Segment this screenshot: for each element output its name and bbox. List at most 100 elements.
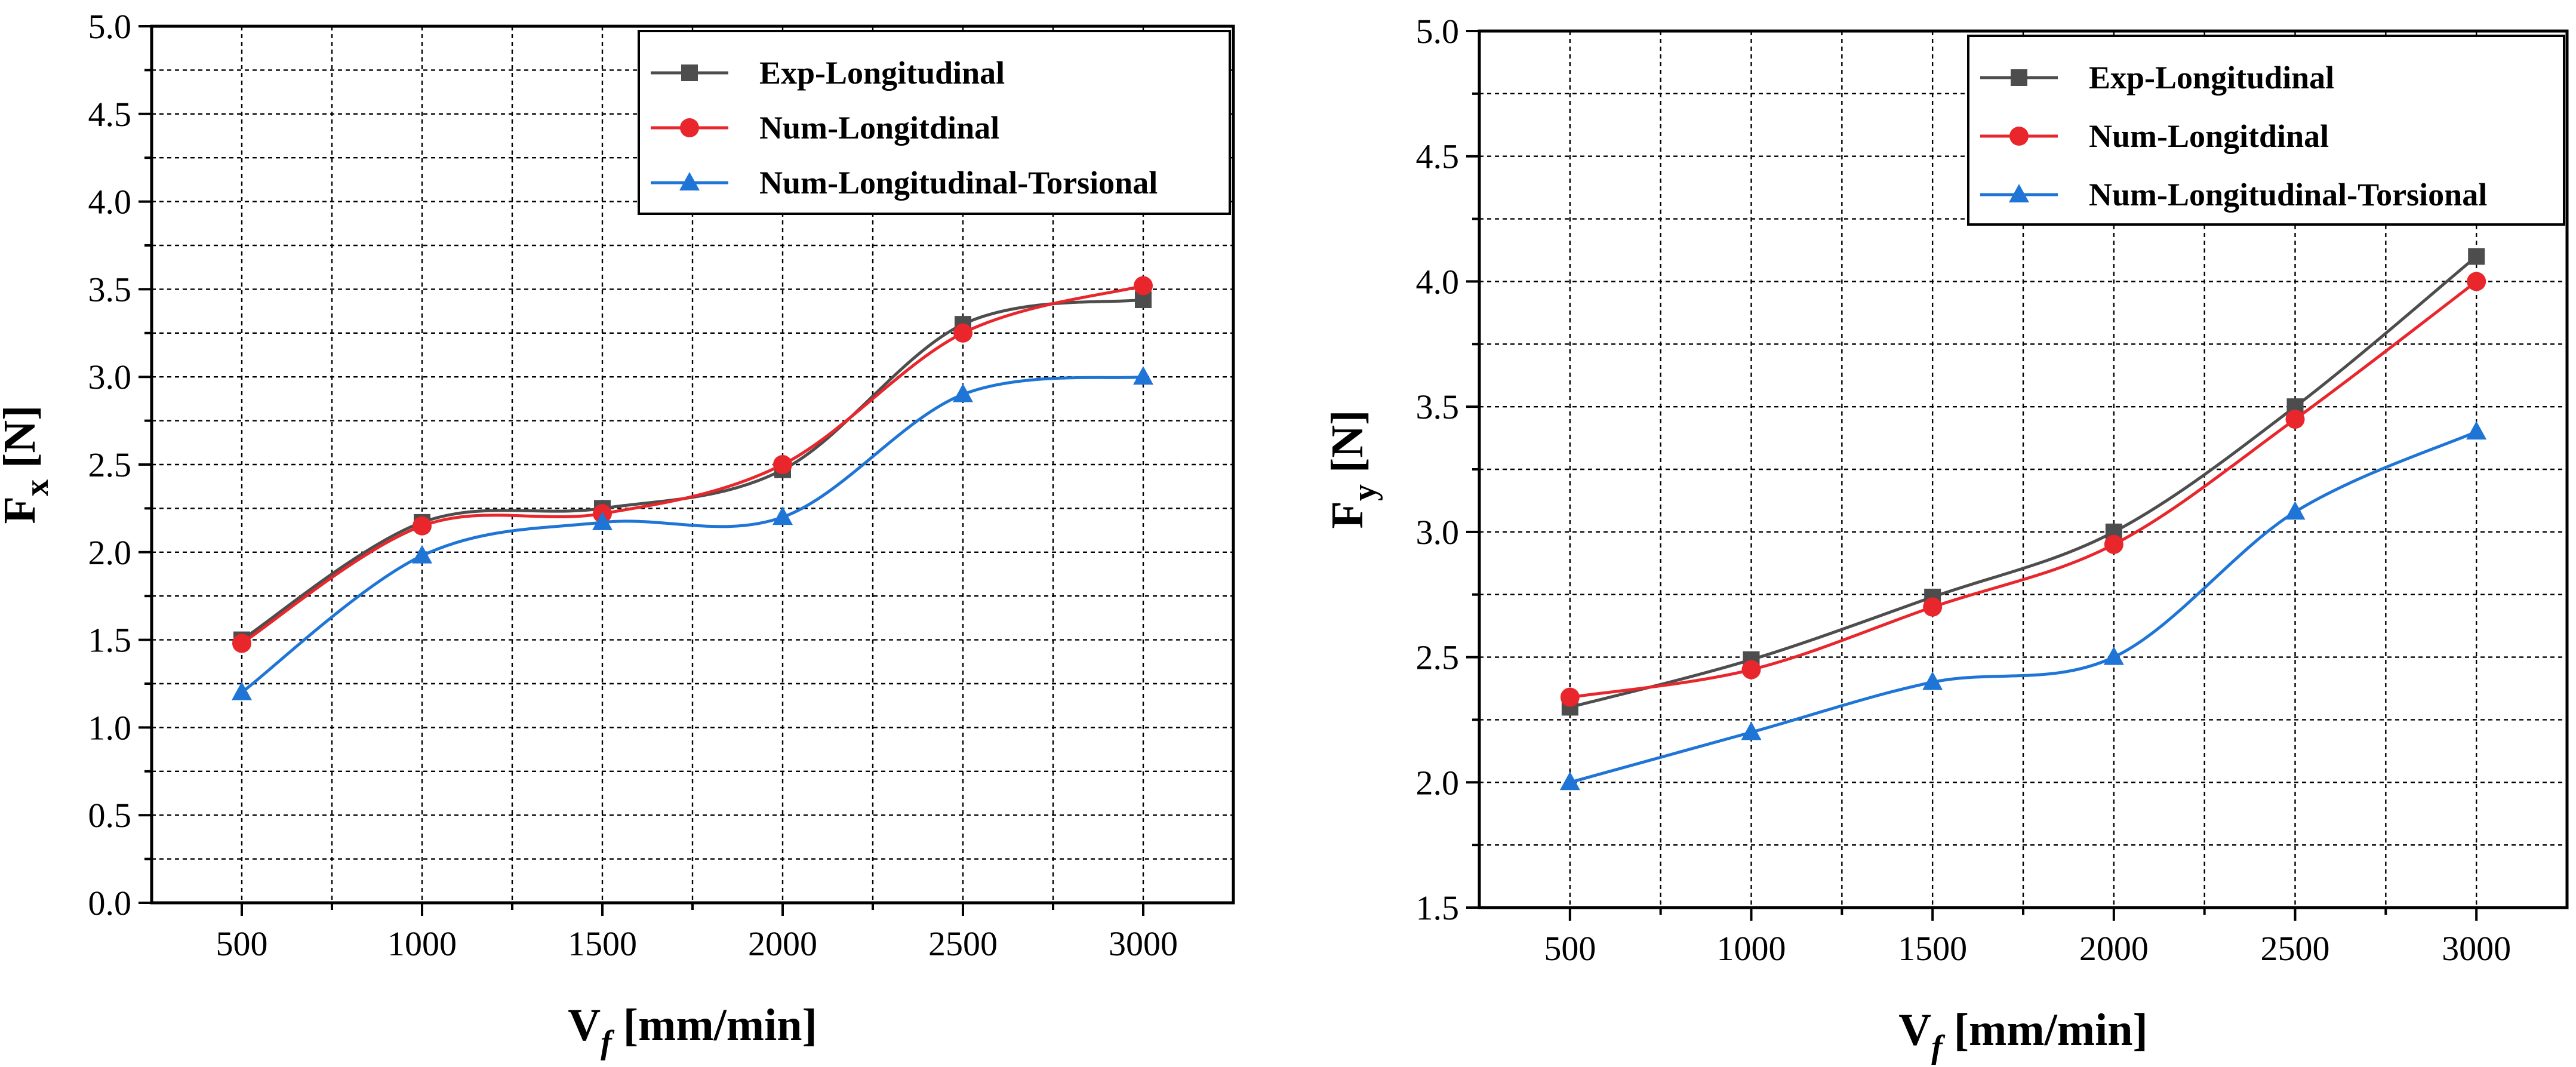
legend-item: Exp-Longitudinal bbox=[1980, 60, 2334, 96]
legend-label: Num-Longitudinal-Torsional bbox=[2089, 177, 2487, 213]
series-line bbox=[241, 375, 1144, 694]
legend-marker bbox=[681, 64, 698, 81]
legend: Exp-Longitudinal Num-Longitdinal Num-Longi… bbox=[638, 30, 1231, 215]
x-tick-label: 1000 bbox=[387, 924, 457, 963]
y-tick-label: 4.5 bbox=[1416, 137, 1460, 176]
data-point bbox=[2466, 421, 2487, 440]
data-point bbox=[2104, 534, 2123, 554]
legend-item: Num-Longitudinal-Torsional bbox=[651, 165, 1158, 201]
x-axis-title-main: V bbox=[568, 1000, 601, 1050]
legend-marker bbox=[2009, 127, 2029, 146]
chart-2: 500 1000 1500 2000 2500 3000 1.5 2.0 2.5 3.0 3.5 4.… bbox=[1322, 12, 2569, 1066]
axis-ticks: 500 1000 1500 2000 2500 3000 0.0 0.5 1.0 1.5 2.0 2.… bbox=[88, 7, 1178, 963]
legend-label: Exp-Longitudinal bbox=[759, 55, 1005, 91]
data-point bbox=[773, 455, 792, 474]
data-point bbox=[413, 516, 432, 536]
data-point bbox=[1922, 671, 1943, 690]
data-point bbox=[2103, 646, 2124, 665]
x-tick-label: 3000 bbox=[2442, 929, 2511, 968]
legend-item: Num-Longitdinal bbox=[1980, 118, 2329, 154]
x-tick-label: 500 bbox=[216, 924, 268, 963]
chart-1: 500 1000 1500 2000 2500 3000 0.0 0.5 1.0 1.5 2.0 2.… bbox=[0, 7, 1235, 1061]
data-point bbox=[1560, 687, 1580, 707]
y-tick-label: 3.5 bbox=[88, 270, 132, 309]
legend-marker bbox=[680, 118, 699, 137]
y-tick-label: 4.0 bbox=[1416, 262, 1460, 301]
y-tick-label: 5.0 bbox=[88, 7, 132, 46]
x-axis-title-unit: [mm/min] bbox=[1943, 1005, 2148, 1055]
axis-ticks: 500 1000 1500 2000 2500 3000 1.5 2.0 2.5 3.0 3.5 4.… bbox=[1416, 12, 2512, 968]
x-tick-label: 1500 bbox=[568, 924, 637, 963]
data-point bbox=[412, 545, 432, 564]
y-axis-title-subscript: y bbox=[1346, 484, 1383, 501]
y-tick-label: 2.5 bbox=[88, 445, 132, 484]
legend-item: Num-Longitdinal bbox=[651, 110, 999, 146]
series-num-longitudinal-torsional bbox=[232, 366, 1153, 700]
data-point bbox=[232, 681, 252, 700]
y-axis-title: Fx [N] bbox=[0, 405, 56, 524]
data-point bbox=[1741, 660, 1761, 679]
y-tick-label: 3.0 bbox=[1416, 513, 1460, 552]
series-line bbox=[1569, 430, 2477, 784]
legend-item: Num-Longitudinal-Torsional bbox=[1980, 177, 2487, 213]
y-tick-label: 2.0 bbox=[88, 533, 132, 572]
data-point bbox=[1559, 771, 1580, 791]
y-axis-title-main: F bbox=[0, 496, 45, 524]
x-axis-title: Vf [mm/min] bbox=[1898, 1005, 2148, 1066]
data-point bbox=[953, 323, 972, 343]
data-point bbox=[2285, 410, 2305, 429]
y-tick-label: 0.0 bbox=[88, 884, 132, 923]
y-axis-title-main: F bbox=[1322, 501, 1372, 528]
x-tick-label: 2500 bbox=[2261, 929, 2330, 968]
series-line bbox=[1569, 280, 2477, 699]
data-point bbox=[2285, 501, 2306, 520]
legend-label: Num-Longitudinal-Torsional bbox=[759, 165, 1158, 201]
legend-item: Exp-Longitudinal bbox=[651, 55, 1005, 91]
legend-label: Num-Longitdinal bbox=[2089, 118, 2329, 154]
legend-box bbox=[638, 30, 1231, 215]
legend-marker bbox=[2011, 69, 2027, 86]
y-tick-label: 0.5 bbox=[88, 796, 132, 835]
x-tick-label: 2000 bbox=[2079, 929, 2149, 968]
y-tick-label: 2.5 bbox=[1416, 638, 1460, 677]
x-tick-label: 3000 bbox=[1109, 924, 1178, 963]
series-num-longitudinal-torsional bbox=[1559, 421, 2487, 791]
gridlines bbox=[152, 26, 1233, 903]
y-tick-label: 2.0 bbox=[1416, 763, 1460, 802]
data-point bbox=[1133, 366, 1153, 385]
data-point bbox=[592, 511, 613, 530]
data-point bbox=[2467, 272, 2486, 291]
x-tick-label: 1000 bbox=[1717, 929, 1786, 968]
y-tick-label: 4.0 bbox=[88, 183, 132, 222]
y-tick-label: 1.5 bbox=[88, 621, 132, 660]
x-axis-title-unit: [mm/min] bbox=[612, 1000, 817, 1050]
y-axis-title-unit: [N] bbox=[0, 405, 45, 480]
y-tick-label: 3.0 bbox=[88, 358, 132, 396]
legend: Exp-Longitudinal Num-Longitdinal Num-Longi… bbox=[1967, 35, 2565, 226]
y-tick-label: 4.5 bbox=[88, 95, 132, 134]
data-point bbox=[1923, 597, 1943, 617]
x-axis-title: Vf [mm/min] bbox=[568, 1000, 817, 1061]
y-tick-label: 1.5 bbox=[1416, 888, 1460, 927]
series-line bbox=[241, 284, 1144, 645]
data-point bbox=[953, 383, 973, 402]
series-num-longitdinal bbox=[1560, 272, 2486, 707]
x-tick-label: 2500 bbox=[928, 924, 998, 963]
series-num-longitdinal bbox=[232, 276, 1153, 653]
legend-marker bbox=[679, 172, 700, 190]
data-point bbox=[1134, 276, 1153, 296]
x-tick-label: 1500 bbox=[1898, 929, 1967, 968]
x-axis-title-main: V bbox=[1898, 1005, 1931, 1055]
series-line bbox=[1569, 255, 2477, 709]
data-point bbox=[232, 634, 251, 653]
legend-label: Num-Longitdinal bbox=[759, 110, 999, 146]
y-axis-title-unit: [N] bbox=[1322, 410, 1372, 485]
data-point bbox=[773, 506, 793, 525]
x-tick-label: 2000 bbox=[748, 924, 817, 963]
data-point bbox=[1741, 721, 1762, 740]
y-axis-title: Fy [N] bbox=[1322, 410, 1383, 529]
legend-box bbox=[1967, 35, 2565, 226]
y-tick-label: 1.0 bbox=[88, 708, 132, 747]
legend-marker bbox=[2009, 184, 2029, 202]
